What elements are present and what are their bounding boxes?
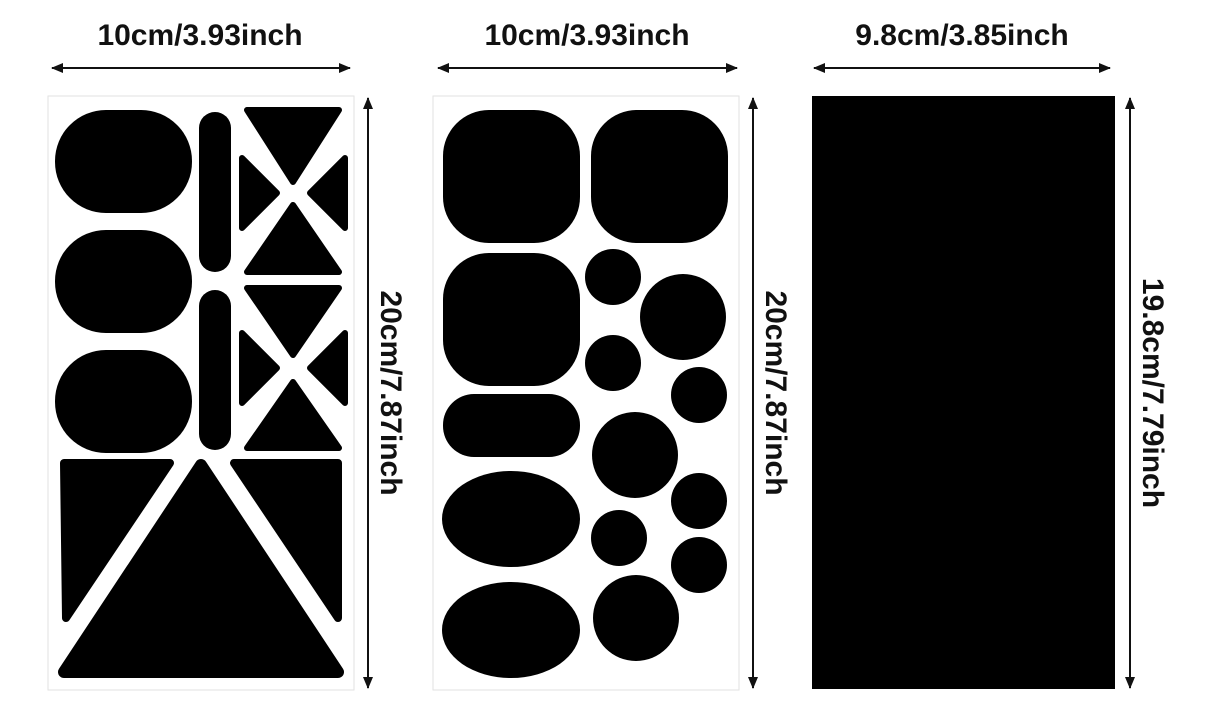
circle-patch bbox=[591, 510, 647, 566]
circle-patch bbox=[585, 249, 641, 305]
sheet-2-width-label: 10cm/3.93inch bbox=[484, 19, 689, 52]
corner-patch bbox=[60, 459, 174, 622]
circle-patch bbox=[640, 274, 726, 360]
rounded-square-patch bbox=[591, 110, 728, 243]
sheet-1: 10cm/3.93inch 20cm/7.87inch bbox=[47, 19, 407, 691]
sheet-3-width-label: 9.8cm/3.85inch bbox=[855, 19, 1068, 52]
corner-patch bbox=[230, 459, 342, 622]
oval-patch bbox=[442, 471, 580, 567]
strip-patch bbox=[199, 290, 231, 450]
circle-patch bbox=[592, 412, 678, 498]
triangle-patch bbox=[239, 330, 280, 406]
strip-patch bbox=[199, 112, 231, 272]
sheet-3: 9.8cm/3.85inch 19.8cm/7.79inch bbox=[812, 19, 1169, 689]
oval-patch bbox=[55, 230, 192, 333]
triangle-patch bbox=[244, 379, 342, 451]
circle-patch bbox=[671, 473, 727, 529]
sheet-1-patches bbox=[55, 107, 348, 678]
triangle-patch bbox=[239, 155, 280, 231]
circle-patch bbox=[593, 575, 679, 661]
circle-patch bbox=[585, 335, 641, 391]
sheet-1-width-label: 10cm/3.93inch bbox=[97, 19, 302, 52]
rounded-square-patch bbox=[443, 253, 580, 386]
circle-patch bbox=[671, 537, 727, 593]
triangle-patch bbox=[244, 285, 342, 358]
large-triangle-patch bbox=[58, 459, 344, 678]
rounded-square-patch bbox=[443, 110, 580, 243]
sheet-2-patches bbox=[442, 110, 728, 678]
plain-patch bbox=[812, 96, 1115, 689]
capsule-patch bbox=[443, 394, 580, 457]
triangle-patch bbox=[307, 330, 348, 406]
triangle-patch bbox=[244, 107, 342, 185]
triangle-patch bbox=[244, 202, 342, 275]
oval-patch bbox=[55, 350, 192, 453]
circle-patch bbox=[671, 367, 727, 423]
triangle-patch bbox=[307, 155, 348, 231]
oval-patch bbox=[442, 582, 580, 678]
sheet-3-height-label: 19.8cm/7.79inch bbox=[1136, 278, 1169, 508]
sheet-1-height-label: 20cm/7.87inch bbox=[374, 290, 407, 495]
oval-patch bbox=[55, 110, 192, 213]
sheet-2: 10cm/3.93inch 20cm/7.87inch bbox=[432, 19, 792, 691]
sheet-2-height-label: 20cm/7.87inch bbox=[759, 290, 792, 495]
